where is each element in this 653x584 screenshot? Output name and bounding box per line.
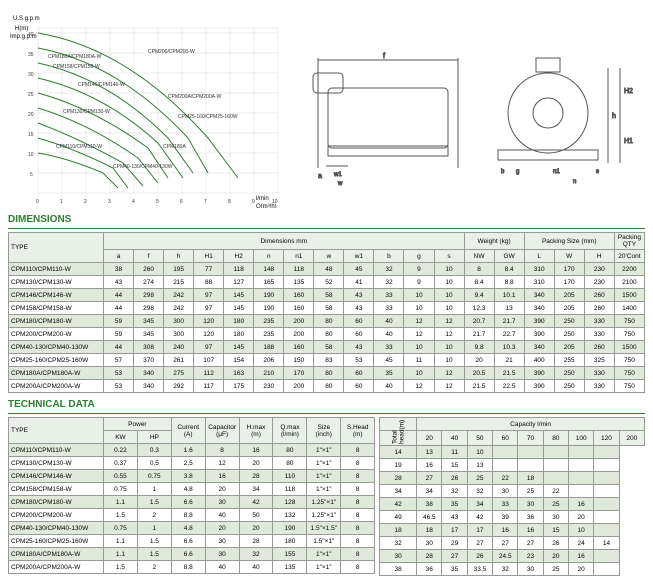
table-row: CPM158/CPM158-W0.7514.820341181"×1"8 xyxy=(9,483,375,496)
svg-text:f: f xyxy=(383,53,385,60)
tech-table-1: TYPE Power Current (A) Capacitor (μF) H.… xyxy=(8,417,375,574)
svg-text:1: 1 xyxy=(60,199,63,205)
table-row: CPM25-160/CPM25-160W1.11.56.630281801.5"… xyxy=(9,535,375,548)
svg-text:0: 0 xyxy=(36,199,39,205)
table-row: 19161513 xyxy=(380,459,645,472)
svg-text:8: 8 xyxy=(228,199,231,205)
table-row: CPM200/CPM200-W1.528.840501321.25"×1"8 xyxy=(9,509,375,522)
dimensions-table: TYPE Dimensions mm Weight (kg) Packing S… xyxy=(8,232,645,393)
svg-text:CPM158/CPM158-W: CPM158/CPM158-W xyxy=(53,64,100,70)
svg-text:CPM146/CPM146-W: CPM146/CPM146-W xyxy=(78,82,125,88)
svg-text:CPM180A/CPM180A-W: CPM180A/CPM180A-W xyxy=(48,54,102,60)
svg-text:s: s xyxy=(596,169,599,175)
table-row: CPM146/CPM146-W0.550.753.816281101"×1"8 xyxy=(9,470,375,483)
performance-chart: U.S.g.p.m H(m) Imp.g.p.m l/min Q(m³/h) C… xyxy=(8,8,288,208)
svg-text:b: b xyxy=(501,169,505,175)
table-row: CPM180/CPM180-W1.11.56.630421281.25"×1"8 xyxy=(9,496,375,509)
table-row: CPM110/CPM110-W3826019577118148118484532… xyxy=(9,263,645,276)
table-row: CPM200/CPM200-W5934530012018023520080604… xyxy=(9,328,645,341)
svg-text:25: 25 xyxy=(28,92,34,98)
svg-text:CPM25-160/CPM25-160W: CPM25-160/CPM25-160W xyxy=(178,114,238,120)
table-row: CPM200A/CPM200A-W53340292117175230200806… xyxy=(9,380,645,393)
capacity-table: Capacity l/min Total head(m)204050607080… xyxy=(379,417,645,576)
svg-text:5: 5 xyxy=(30,172,33,178)
table-row: 38363533.532302520 xyxy=(380,563,645,576)
svg-text:h: h xyxy=(612,113,616,120)
svg-text:5: 5 xyxy=(156,199,159,205)
svg-text:10: 10 xyxy=(28,152,34,158)
table-row: CPM180A/CPM180A-W53340275112163210170806… xyxy=(9,367,645,380)
tech-title: TECHNICAL DATA xyxy=(8,399,645,411)
table-row: CPM180A/CPM180A-W1.11.56.630321551"×1"8 xyxy=(9,548,375,561)
svg-text:4: 4 xyxy=(132,199,135,205)
table-row: CPM130/CPM130-W0.370.52.51220801"×1"8 xyxy=(9,457,375,470)
svg-text:30: 30 xyxy=(28,72,34,78)
table-row: CPM25-160/CPM25-160W57370261107154206150… xyxy=(9,354,645,367)
svg-text:n: n xyxy=(573,179,576,185)
svg-text:15: 15 xyxy=(28,132,34,138)
table-row: CPM180/CPM180-W5934530012018023520080604… xyxy=(9,315,645,328)
svg-text:9: 9 xyxy=(252,199,255,205)
table-row: CPM130/CPM130-W4327421588127165135524132… xyxy=(9,276,645,289)
svg-text:CPM40-130/CPM40-130W: CPM40-130/CPM40-130W xyxy=(113,164,173,170)
table-row: CPM146/CPM146-W4429824297145190160584333… xyxy=(9,289,645,302)
svg-text:g: g xyxy=(516,169,519,175)
svg-text:6: 6 xyxy=(180,199,183,205)
svg-text:35: 35 xyxy=(28,52,34,58)
pump-drawing: f a w1 w h H2 H1 b g n1 n s xyxy=(298,8,638,208)
table-row: 1818171716161510 xyxy=(380,524,645,537)
svg-text:H1: H1 xyxy=(624,138,633,145)
svg-text:l/min: l/min xyxy=(256,196,269,202)
table-row: 14131110 xyxy=(380,446,645,459)
svg-text:H(m): H(m) xyxy=(15,26,28,32)
svg-text:20: 20 xyxy=(28,112,34,118)
svg-text:40: 40 xyxy=(28,32,34,38)
svg-text:n1: n1 xyxy=(553,169,560,175)
table-row: CPM158/CPM158-W4429824297145190160584333… xyxy=(9,302,645,315)
svg-text:U.S.g.p.m: U.S.g.p.m xyxy=(13,16,40,22)
table-row: 323029272727262414 xyxy=(380,537,645,550)
table-row: CPM200A/CPM200A-W1.528.840401351"×1"8 xyxy=(9,561,375,574)
svg-text:CPM130/CPM130-W: CPM130/CPM130-W xyxy=(63,109,110,115)
table-row: CPM110/CPM110-W0.220.31.6816801"×1"8 xyxy=(9,444,375,457)
table-row: CPM40-130/CPM40-130W44308240971451881605… xyxy=(9,341,645,354)
svg-text:H2: H2 xyxy=(624,88,633,95)
svg-text:w: w xyxy=(337,181,343,187)
svg-text:CPM200/CPM200-W: CPM200/CPM200-W xyxy=(148,49,195,55)
svg-text:7: 7 xyxy=(204,199,207,205)
table-row: 3028272624.5232016 xyxy=(380,550,645,563)
svg-text:a: a xyxy=(318,173,322,180)
svg-text:CPM200A/CPM200A-W: CPM200A/CPM200A-W xyxy=(168,94,222,100)
table-row: 4238353433302516 xyxy=(380,498,645,511)
svg-text:CPM180A: CPM180A xyxy=(163,144,186,150)
svg-text:10: 10 xyxy=(272,199,278,205)
table-row: 34343232302522 xyxy=(380,485,645,498)
svg-text:3: 3 xyxy=(108,199,111,205)
table-row: 282726252218 xyxy=(380,472,645,485)
dim-title: DIMENSIONS xyxy=(8,214,645,226)
table-row: CPM40-130/CPM40-130W0.7514.820201901.5"×… xyxy=(9,522,375,535)
svg-text:CPM110/CPM110-W: CPM110/CPM110-W xyxy=(56,144,102,150)
table-row: 4946.5434239363020 xyxy=(380,511,645,524)
svg-text:w1: w1 xyxy=(333,172,342,178)
svg-text:2: 2 xyxy=(84,199,87,205)
